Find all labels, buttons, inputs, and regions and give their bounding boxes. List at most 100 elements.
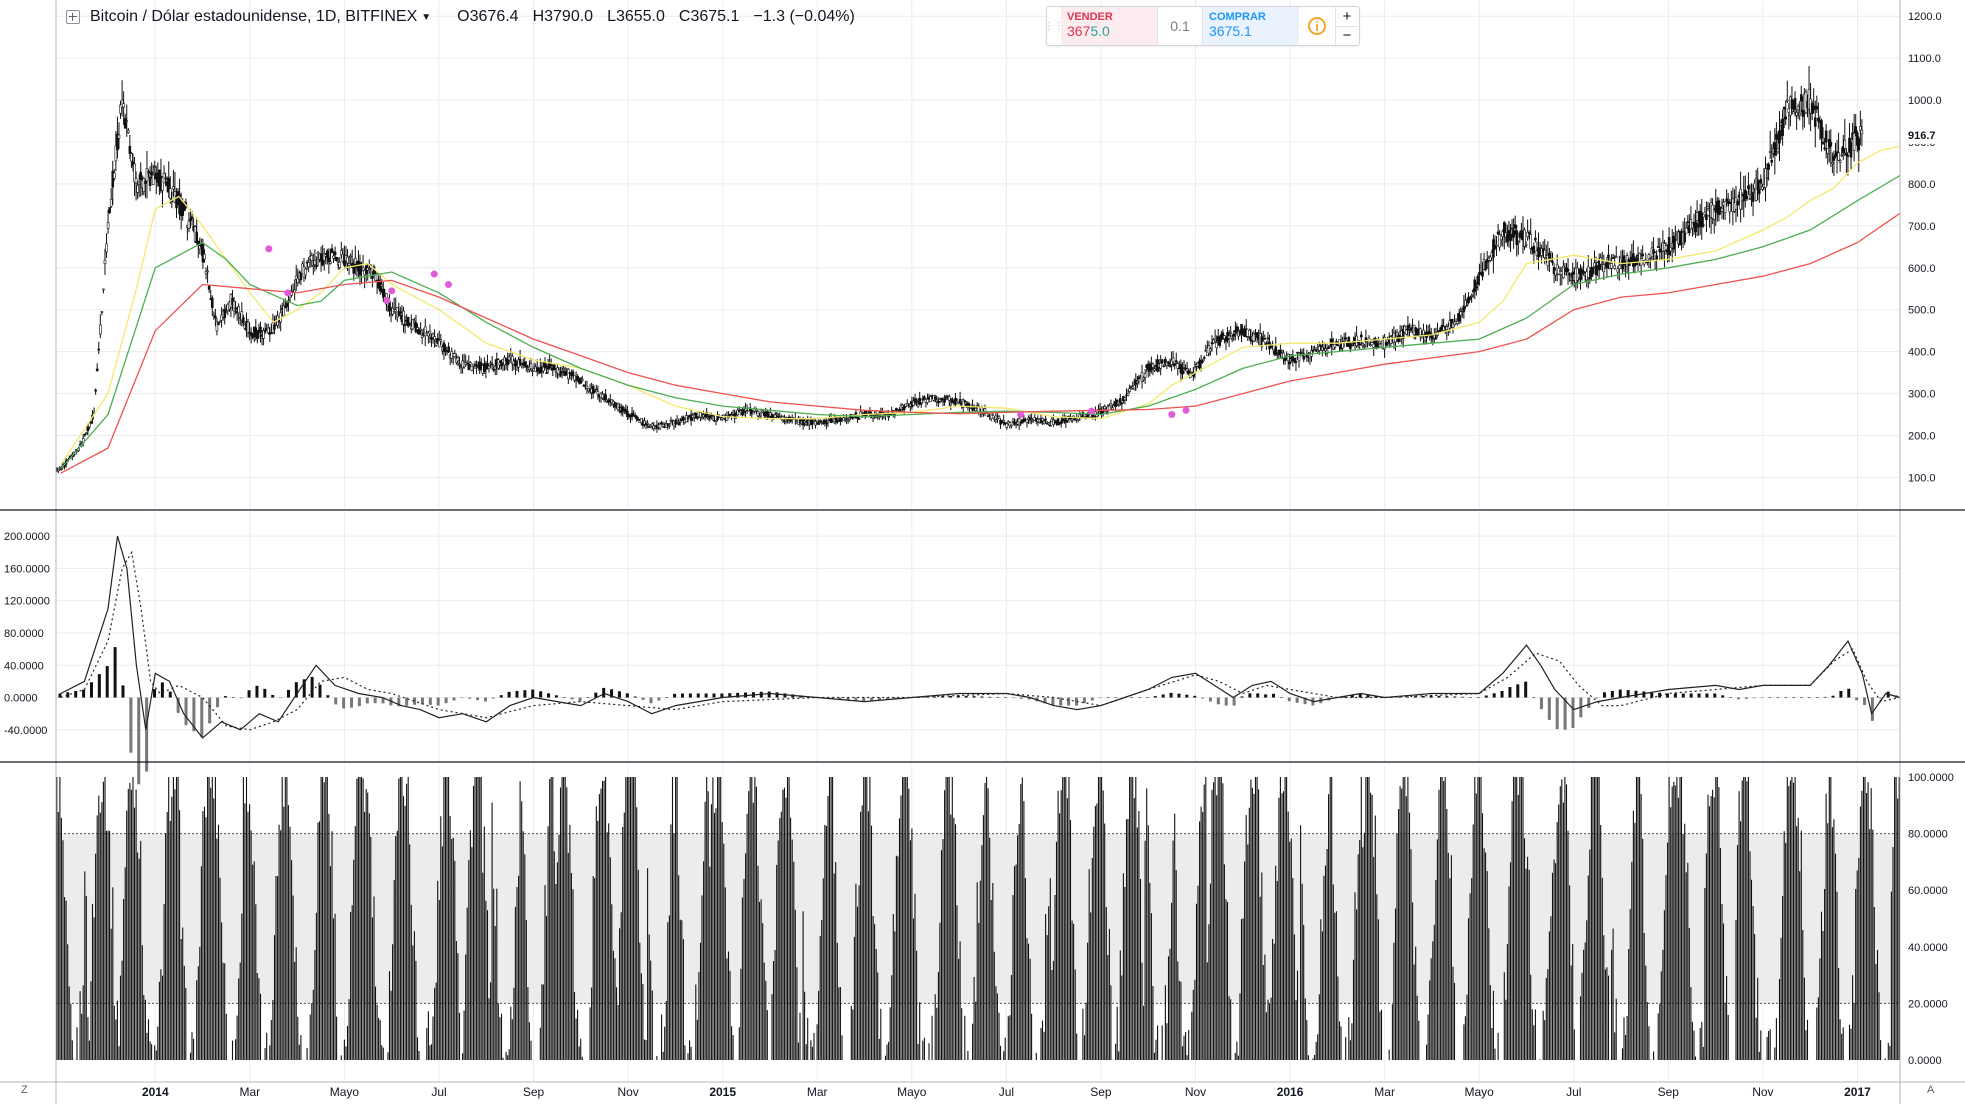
macd-histogram-bar xyxy=(1216,697,1220,705)
candle-body xyxy=(128,145,132,154)
candle-body xyxy=(1389,336,1393,344)
candle-body xyxy=(955,400,959,404)
candle-body xyxy=(1476,275,1480,285)
macd-histogram-bar xyxy=(420,697,424,705)
candle-body xyxy=(1419,328,1422,337)
candle-body xyxy=(1369,344,1372,347)
auto-scale-corner-right[interactable]: A xyxy=(1927,1084,1935,1096)
macd-histogram-bar xyxy=(515,690,519,698)
candle-body xyxy=(123,118,127,129)
candle-body xyxy=(919,402,923,405)
expand-icon[interactable] xyxy=(66,10,80,24)
candle-body xyxy=(593,390,597,393)
time-tick-label: Nov xyxy=(1752,1085,1773,1099)
macd-tick-label: 80.0000 xyxy=(4,628,44,640)
candle-body xyxy=(553,364,556,371)
candle-body xyxy=(775,413,778,415)
candle-body xyxy=(406,317,410,327)
increase-button[interactable]: + xyxy=(1336,7,1358,27)
macd-histogram-bar xyxy=(838,697,842,700)
macd-histogram-bar xyxy=(1870,697,1874,721)
candle-body xyxy=(594,388,598,391)
candle-body xyxy=(500,359,503,367)
candle-body xyxy=(1070,420,1074,422)
info-button[interactable]: i xyxy=(1299,7,1335,45)
candle-body xyxy=(330,248,334,253)
candle-body xyxy=(347,263,351,266)
candle-body xyxy=(1120,402,1124,405)
candle-body xyxy=(1282,352,1285,359)
macd-histogram-bar xyxy=(933,696,937,698)
candle-body xyxy=(453,353,457,357)
macd-histogram-bar xyxy=(578,697,582,702)
candle-body xyxy=(1837,152,1840,161)
macd-histogram-bar xyxy=(1658,692,1662,698)
zoom-corner-left[interactable]: Z xyxy=(21,1084,28,1096)
candle-body xyxy=(1230,338,1234,340)
macd-histogram-bar xyxy=(121,685,125,698)
candle-body xyxy=(1317,346,1321,351)
candle-body xyxy=(1702,224,1705,227)
candle-body xyxy=(1109,403,1113,407)
candle-body xyxy=(246,321,250,334)
quantity-stepper: + − xyxy=(1335,7,1358,45)
candle-body xyxy=(997,416,1001,419)
quantity-field[interactable]: 0.1 xyxy=(1157,7,1203,45)
candle-body xyxy=(1635,257,1638,266)
drag-handle-icon[interactable]: ⋮⋮ xyxy=(1044,20,1064,32)
candle-body xyxy=(116,133,119,151)
candle-body xyxy=(167,177,171,193)
candle-body xyxy=(560,371,564,373)
macd-histogram-bar xyxy=(1744,697,1748,699)
candle-body xyxy=(1829,141,1833,147)
candle-body xyxy=(1118,398,1122,404)
candle-body xyxy=(125,120,129,123)
cross-marker xyxy=(1087,407,1095,415)
macd-histogram-bar xyxy=(980,696,984,698)
macd-histogram-bar xyxy=(105,666,109,698)
macd-histogram-bar xyxy=(767,691,771,698)
decrease-button[interactable]: − xyxy=(1342,27,1352,45)
candle-body xyxy=(643,420,646,425)
macd-histogram-bar xyxy=(168,691,172,698)
candle-body xyxy=(1363,345,1366,348)
macd-histogram-bar xyxy=(1043,697,1047,704)
candle-body xyxy=(1761,186,1764,190)
candle-body xyxy=(567,368,570,380)
candle-body xyxy=(1845,152,1848,156)
macd-histogram-bar xyxy=(263,688,267,698)
candle-body xyxy=(411,319,415,330)
symbol-title[interactable]: Bitcoin / Dólar estadounidense, 1D, BITF… xyxy=(90,8,418,25)
candle-body xyxy=(1044,418,1047,421)
price-tick-label: 300.0 xyxy=(1908,389,1936,401)
candle-body xyxy=(585,385,589,389)
candle-body xyxy=(237,306,240,314)
candle-body xyxy=(1599,257,1602,265)
candle-body xyxy=(1377,340,1380,342)
macd-histogram-bar xyxy=(680,693,684,698)
candle-body xyxy=(1756,179,1760,191)
candle-body xyxy=(1092,415,1096,417)
candle-body xyxy=(624,409,628,413)
macd-histogram-bar xyxy=(696,693,700,698)
macd-histogram-bar xyxy=(1736,697,1740,700)
buy-button[interactable]: COMPRAR 3675.1 xyxy=(1203,7,1299,45)
candle-body xyxy=(1705,214,1708,221)
macd-histogram-bar xyxy=(964,695,968,698)
candle-body xyxy=(1725,198,1728,202)
chevron-down-icon[interactable]: ▼ xyxy=(421,11,432,23)
candle-body xyxy=(535,367,539,372)
sell-button[interactable]: VENDER 3675.0 xyxy=(1061,7,1157,45)
candle-body xyxy=(423,326,427,337)
last-price-label: 916.7 xyxy=(1908,130,1936,142)
candle-body xyxy=(1527,232,1531,234)
macd-histogram-bar xyxy=(854,697,858,701)
candle-body xyxy=(402,310,405,325)
candle-body xyxy=(1613,265,1616,269)
candle-body xyxy=(1499,235,1503,241)
macd-histogram-bar xyxy=(208,697,212,724)
candle-body xyxy=(1160,359,1164,363)
candle-body xyxy=(1056,418,1060,425)
candle-body xyxy=(1305,354,1309,358)
